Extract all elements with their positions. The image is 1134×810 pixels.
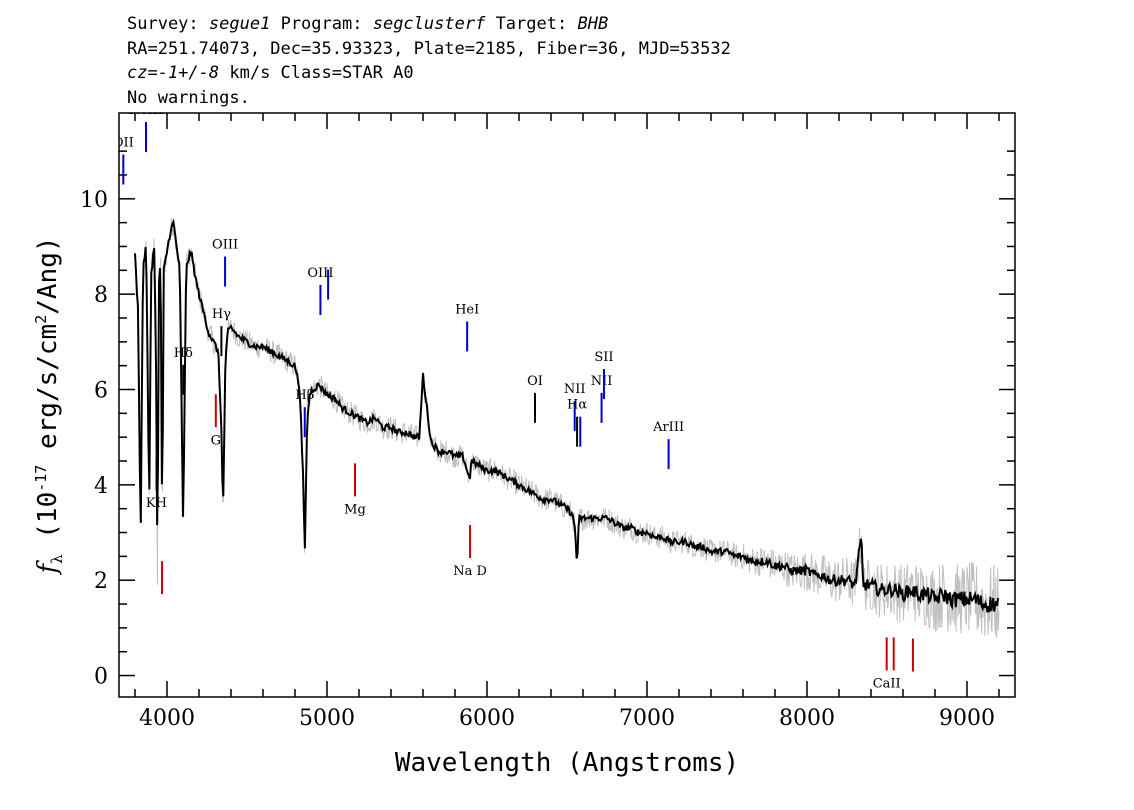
y-tick-label: 8: [94, 283, 108, 308]
line-label-nii: NII: [564, 382, 586, 397]
line-label-oii: OII: [113, 136, 134, 151]
axes: 4000 5000 6000 7000 8000 9000 0 2 4 6 8 10: [80, 112, 1016, 731]
line-label-mg: Mg: [344, 502, 366, 517]
svg-text:fλ (10-17 erg/s/cm2/Ang): fλ (10-17 erg/s/cm2/Ang): [32, 236, 66, 575]
y-tick-label: 2: [94, 569, 108, 594]
survey-label: Survey:: [127, 14, 199, 34]
line-label-oi: OI: [527, 374, 543, 389]
y-tick-label: 0: [94, 665, 108, 690]
line-label-oiii: OIII: [212, 238, 238, 253]
line-label-h-: Hδ: [174, 346, 193, 361]
header-line-survey: Survey: segue1 Program: segclusterf Targ…: [127, 12, 731, 37]
noise-band: [134, 217, 1000, 638]
line-label-hei: HeI: [455, 302, 479, 317]
header-line-warnings: No warnings.: [127, 87, 250, 108]
header-line-redshift: cz=-1+/-8 km/s Class=STAR A0: [127, 61, 731, 86]
line-label-caii: CaII: [873, 676, 901, 691]
line-label-oiii: OIII: [307, 266, 333, 281]
class-info: km/s Class=STAR A0: [219, 63, 414, 83]
header-line-coordinates: RA=251.74073, Dec=35.93323, Plate=2185, …: [127, 38, 731, 59]
line-label-sii: SII: [594, 350, 613, 365]
line-label-ariii: ArIII: [652, 420, 684, 435]
line-label-h-: Hα: [567, 398, 587, 413]
noise-trace: [134, 217, 1000, 638]
flux-line: [134, 218, 1000, 613]
line-label-na-d: Na D: [453, 564, 487, 579]
line-label-g: G: [211, 433, 221, 448]
plot-frame: [118, 112, 1016, 698]
cz-value: cz=-1+/-8: [127, 63, 220, 83]
line-label-h-: Hγ: [212, 307, 231, 322]
spectral-line-markers: OIINeIIIHδHγOIIIHβOIIIHeIOINIIHαNIISIIAr…: [113, 103, 914, 691]
y-tick-label: 4: [94, 474, 108, 499]
program-label: Program:: [280, 14, 363, 34]
x-axis-title: Wavelength (Angstroms): [395, 748, 739, 778]
y-axis-title: fλ (10-17 erg/s/cm2/Ang): [32, 236, 66, 575]
target-label: Target:: [495, 14, 568, 34]
x-tick-label: 5000: [299, 706, 355, 731]
survey-value: segue1: [208, 14, 271, 34]
program-value: segclusterf: [372, 14, 486, 34]
line-label-neiii: NeIII: [129, 103, 163, 118]
y-tick-label: 6: [94, 379, 108, 404]
y-tick-label: 10: [80, 188, 108, 213]
x-tick-label: 7000: [619, 706, 675, 731]
target-value: BHB: [577, 14, 609, 34]
x-tick-label: 6000: [459, 706, 515, 731]
flux-series: [134, 218, 1000, 613]
spectrum-header: Survey: segue1 Program: segclusterf Targ…: [127, 12, 731, 110]
x-tick-label: 4000: [139, 706, 195, 731]
line-label-nii: NII: [591, 374, 613, 389]
x-tick-label: 9000: [939, 706, 995, 731]
x-tick-label: 8000: [779, 706, 835, 731]
